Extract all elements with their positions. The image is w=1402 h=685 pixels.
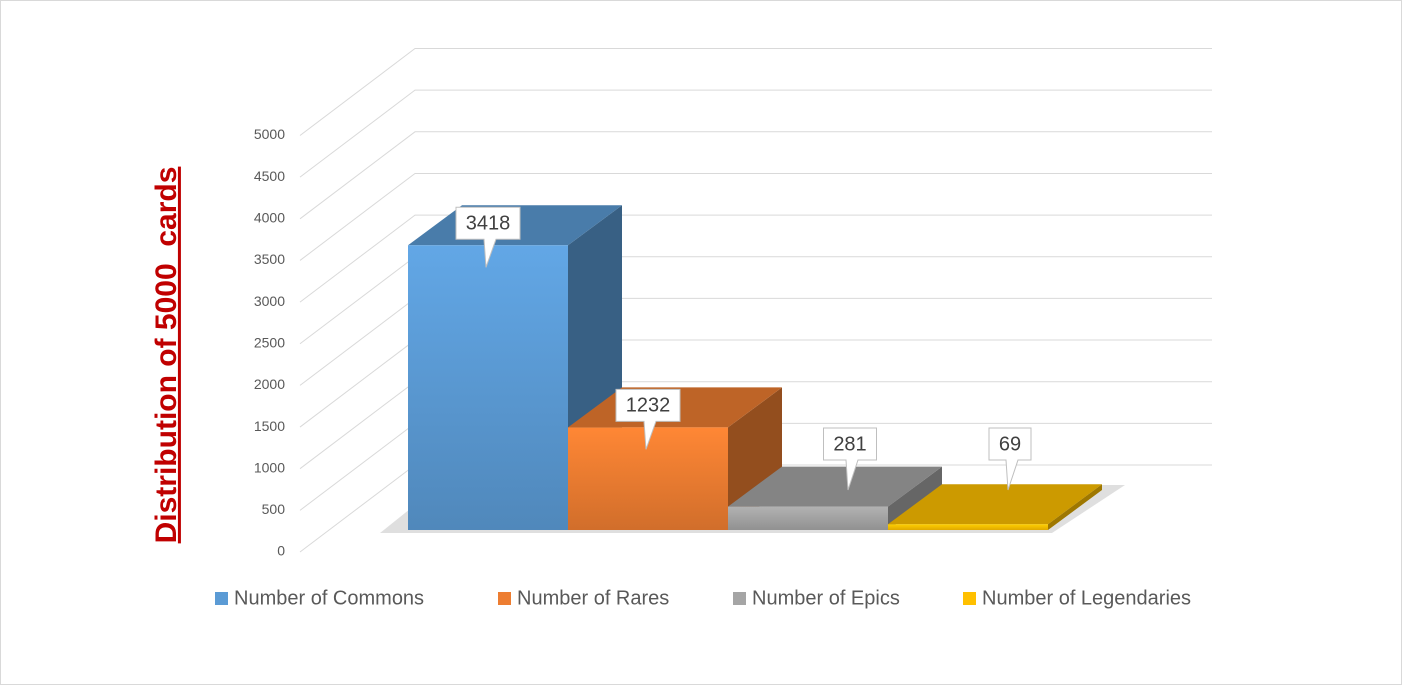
bar <box>408 245 568 531</box>
grid-line <box>299 131 1212 220</box>
y-tick-label: 4500 <box>254 168 285 184</box>
data-label: 1232 <box>626 395 671 417</box>
legend-swatch <box>215 592 228 605</box>
y-tick-label: 3000 <box>254 293 285 309</box>
bar <box>888 524 1048 530</box>
y-tick-label: 2000 <box>254 376 285 392</box>
legend-label: Number of Legendaries <box>982 587 1191 609</box>
y-axis-title: Distribution of 5000 cards <box>150 167 183 544</box>
data-label-box <box>615 388 681 450</box>
data-label: 3418 <box>466 213 511 235</box>
legend-swatch <box>963 592 976 605</box>
grid-line <box>299 89 1212 178</box>
bar-top <box>888 484 1102 525</box>
data-label: 281 <box>833 433 866 455</box>
data-label-box <box>823 427 877 491</box>
legend-label: Number of Epics <box>752 587 900 609</box>
bar-top <box>728 466 942 507</box>
data-label-box <box>455 206 521 268</box>
data-label: 69 <box>999 433 1021 455</box>
y-tick-label: 5000 <box>254 126 285 142</box>
y-tick-label: 3500 <box>254 251 285 267</box>
y-tick-label: 1500 <box>254 418 285 434</box>
legend-swatch <box>498 592 511 605</box>
grid-line <box>299 214 1212 303</box>
legend-label: Number of Rares <box>517 587 669 609</box>
legend-label: Number of Commons <box>234 587 424 609</box>
y-tick-label: 0 <box>277 543 285 559</box>
grid-line <box>299 48 1212 136</box>
legend-swatch <box>733 592 746 605</box>
y-tick-label: 4000 <box>254 210 285 226</box>
bar-side <box>888 466 942 530</box>
y-tick-label: 500 <box>262 501 286 517</box>
data-label-box <box>988 427 1032 491</box>
y-tick-label: 1000 <box>254 459 285 475</box>
grid-line <box>299 172 1212 261</box>
bar <box>728 506 888 530</box>
y-tick-label: 2500 <box>254 334 285 350</box>
bar-side <box>1048 484 1102 530</box>
